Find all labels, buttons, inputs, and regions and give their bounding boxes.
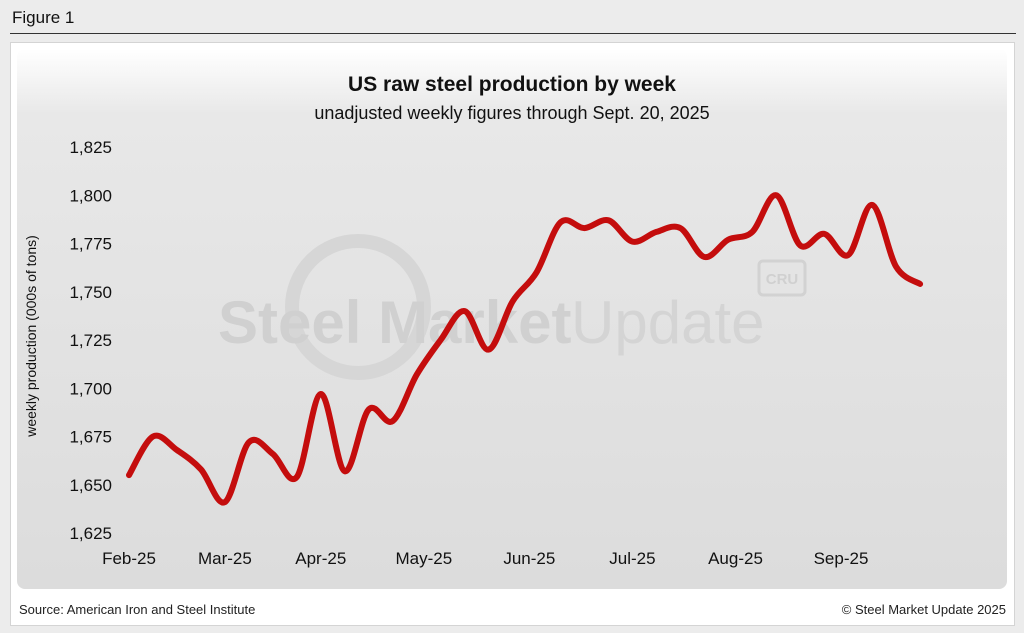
- chart-title: US raw steel production by week: [348, 73, 676, 96]
- y-tick-label: 1,725: [69, 331, 112, 350]
- x-tick-label: Feb-25: [102, 549, 156, 568]
- y-tick-label: 1,775: [69, 235, 112, 254]
- chart-subtitle: unadjusted weekly figures through Sept. …: [314, 103, 709, 123]
- figure-label: Figure 1: [12, 8, 75, 27]
- y-tick-label: 1,650: [69, 476, 112, 495]
- y-axis-label: weekly production (000s of tons): [23, 235, 39, 438]
- watermark-badge-text: CRU: [766, 271, 799, 288]
- copyright-note: © Steel Market Update 2025: [841, 602, 1006, 617]
- series-line: [126, 192, 924, 506]
- watermark-text-bold: Steel Market: [218, 289, 572, 356]
- chart-background: [17, 49, 1007, 589]
- x-tick-label: May-25: [396, 549, 453, 568]
- y-tick-label: 1,750: [69, 283, 112, 302]
- x-tick-label: Mar-25: [198, 549, 252, 568]
- watermark-text-light: Update: [571, 289, 764, 356]
- y-tick-label: 1,800: [69, 186, 112, 205]
- x-axis-ticks: Feb-25 Mar-25 Apr-25 May-25 Jun-25 Jul-25 Aug-…: [102, 549, 868, 568]
- x-tick-label: Aug-25: [708, 549, 763, 568]
- x-tick-label: Jun-25: [503, 549, 555, 568]
- figure-divider: [10, 33, 1016, 34]
- y-tick-label: 1,825: [69, 138, 112, 157]
- chart: Steel Market Update CRU US raw steel pro…: [17, 49, 1007, 589]
- x-tick-label: Jul-25: [609, 549, 655, 568]
- watermark-logo-ring: [285, 234, 431, 380]
- chart-panel: Steel Market Update CRU US raw steel pro…: [10, 42, 1015, 626]
- x-tick-label: Apr-25: [295, 549, 346, 568]
- y-tick-label: 1,700: [69, 379, 112, 398]
- y-tick-label: 1,625: [69, 524, 112, 543]
- y-axis-ticks: 1,625 1,650 1,675 1,700 1,725 1,750 1,775 1,800…: [69, 138, 112, 543]
- source-note: Source: American Iron and Steel Institut…: [19, 602, 256, 617]
- x-tick-label: Sep-25: [814, 549, 869, 568]
- y-tick-label: 1,675: [69, 428, 112, 447]
- watermark-badge: [757, 259, 807, 297]
